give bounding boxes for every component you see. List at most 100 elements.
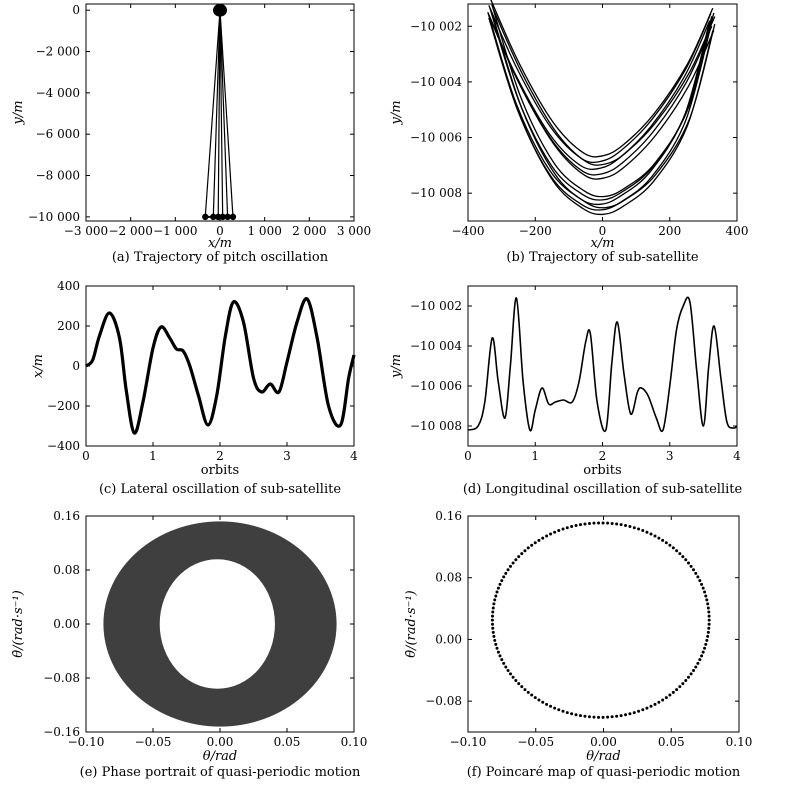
poincare-point: [703, 646, 707, 650]
poincare-point: [681, 682, 685, 686]
y-tick-label: −4 000: [36, 86, 80, 100]
x-tick-label: 0: [464, 449, 472, 463]
lateral-series-line: [84, 297, 356, 435]
poincare-point: [553, 530, 557, 534]
poincare-point: [574, 524, 578, 528]
x-tick-label: −0.05: [135, 735, 172, 749]
poincare-point: [530, 543, 534, 547]
y-axis-label: x/m: [31, 354, 46, 378]
poincare-point: [686, 561, 690, 565]
main-satellite-point: [213, 3, 227, 17]
sub-satellite-point: [224, 213, 231, 221]
y-tick-label: −10 008: [410, 419, 462, 433]
poincare-point: [700, 654, 704, 658]
poincare-point: [578, 523, 582, 527]
y-tick-label: 0: [72, 359, 80, 373]
poincare-point: [606, 715, 610, 719]
y-tick-label: −400: [47, 439, 80, 453]
x-tick-label: −1 000: [153, 224, 197, 238]
poincare-point: [700, 582, 704, 586]
poincare-point: [517, 555, 521, 559]
panel-d: 0 1 2 3 4 −10 002 −10 004 −10 006 −10 008 orbits y…: [389, 285, 742, 497]
x-tick-label: 3 000: [337, 224, 371, 238]
y-tick-label: −8 000: [36, 169, 80, 183]
trajectory-loop: [492, 15, 716, 209]
tether-line: [219, 10, 229, 217]
poincare-point: [698, 658, 702, 662]
poincare-point: [506, 568, 510, 572]
y-tick-label: −10 004: [410, 75, 462, 89]
poincare-point: [491, 610, 495, 614]
x-tick-label: −2 000: [108, 224, 152, 238]
y-tick-label: −10 008: [410, 186, 462, 200]
x-axis-label: orbits: [201, 463, 239, 478]
poincare-point: [570, 712, 574, 716]
tether-line: [219, 10, 224, 217]
poincare-point: [495, 590, 499, 594]
x-tick-label: 2 000: [292, 224, 326, 238]
x-tick-label: 3: [666, 449, 674, 463]
x-axis-label: orbits: [583, 463, 621, 478]
poincare-point: [678, 552, 682, 556]
poincare-point: [632, 526, 636, 530]
poincare-point: [565, 526, 569, 530]
poincare-point: [701, 586, 705, 590]
poincare-point: [684, 679, 688, 683]
poincare-point: [557, 529, 561, 533]
trajectory-loop: [488, 5, 712, 164]
x-tick-label: −0.10: [68, 735, 105, 749]
poincare-point: [583, 522, 587, 526]
x-tick-label: 200: [658, 224, 681, 238]
poincare-point: [526, 546, 530, 550]
poincare-point: [498, 654, 502, 658]
y-axis-label: y/m: [389, 100, 404, 125]
poincare-point: [553, 706, 557, 710]
poincare-point: [657, 700, 661, 704]
tether-line: [217, 10, 221, 217]
poincare-point: [610, 715, 614, 719]
poincare-point: [549, 704, 553, 708]
poincare-point: [707, 614, 711, 618]
poincare-point: [686, 675, 690, 679]
x-axis-label: θ/rad: [586, 749, 621, 764]
poincare-point: [632, 711, 636, 715]
y-tick-label: −0.08: [425, 694, 462, 708]
poincare-point: [494, 642, 498, 646]
x-tick-label: −0.05: [517, 735, 554, 749]
poincare-point: [706, 634, 710, 638]
poincare-point: [645, 706, 649, 710]
y-tick-label: 0.16: [435, 509, 462, 523]
x-axis-label: x/m: [208, 236, 232, 251]
trajectory-loop: [490, 22, 714, 216]
poincare-point: [493, 638, 497, 642]
x-tick-label: 0.00: [207, 735, 234, 749]
poincare-point: [671, 546, 675, 550]
poincare-point: [615, 714, 619, 718]
trajectory-loop: [490, 0, 714, 158]
x-tick-label: 1: [531, 449, 539, 463]
poincare-point: [514, 679, 518, 683]
x-tick-label: −400: [452, 224, 485, 238]
poincare-point: [624, 524, 628, 528]
poincare-point: [506, 668, 510, 672]
y-tick-label: 0: [72, 3, 80, 17]
poincare-point: [587, 521, 591, 525]
x-tick-label: 1: [149, 449, 157, 463]
poincare-point: [692, 668, 696, 672]
poincare-point: [496, 586, 500, 590]
poincare-point: [498, 582, 502, 586]
poincare-point: [619, 523, 623, 527]
poincare-point: [574, 713, 578, 717]
poincare-point: [502, 575, 506, 579]
poincare-point: [689, 564, 693, 568]
plot-frame: [467, 3, 738, 222]
y-tick-label: −10 002: [410, 299, 462, 313]
poincare-point: [696, 661, 700, 665]
poincare-point: [504, 665, 508, 669]
poincare-point: [601, 521, 605, 525]
poincare-point: [492, 602, 496, 606]
panel-f: −0.10 −0.05 0.00 0.05 0.10 0.16 0.08 0.00 −0.08 θ…: [404, 509, 752, 780]
poincare-point: [645, 530, 649, 534]
poincare-point: [561, 709, 565, 713]
